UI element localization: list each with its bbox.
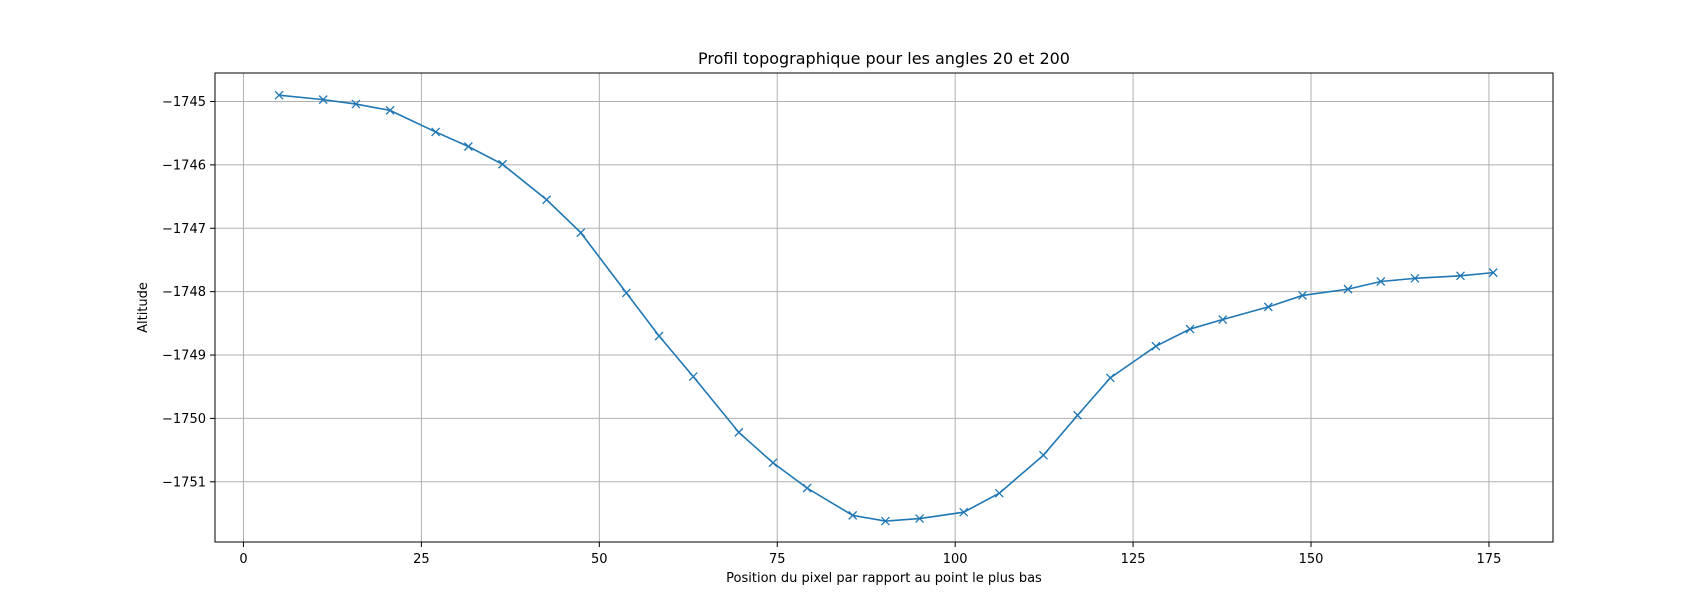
data-point-marker [1456,271,1465,281]
x-tick-label: 75 [769,552,786,567]
chart-title: Profil topographique pour les angles 20 … [698,49,1070,68]
data-point-marker [1263,302,1273,312]
y-tick-label: −1749 [162,349,206,364]
x-tick-label: 150 [1299,552,1324,567]
data-point-marker [768,458,778,468]
data-point-marker [994,488,1004,498]
x-tick-label: 175 [1477,552,1502,567]
data-point-marker [351,99,361,109]
data-point-marker [1105,373,1115,383]
data-point-marker [498,159,507,169]
data-point-marker [1038,450,1048,460]
data-point-marker [688,372,698,382]
x-tick-label: 100 [943,552,968,567]
plot-frame [214,72,1554,543]
data-point-marker [959,507,969,517]
data-point-marker [880,516,890,526]
data-point-marker [1073,410,1083,420]
data-point-marker [848,510,858,520]
x-tick-label: 0 [239,552,247,567]
data-point-marker [654,331,664,341]
y-tick-label: −1745 [162,95,206,110]
y-axis-label: Altitude [136,282,151,333]
data-point-marker [1376,277,1386,286]
grid [215,73,1553,542]
x-tick-label: 125 [1121,552,1146,567]
x-axis-label: Position du pixel par rapport au point l… [726,571,1042,586]
x-tick-label: 50 [591,552,608,567]
y-tick-label: −1747 [162,222,206,237]
data-point-marker [1343,284,1353,294]
y-tick-label: −1751 [162,475,206,490]
data-point-marker [385,105,395,115]
data-point-marker [274,90,284,100]
y-tick-label: −1748 [162,285,206,300]
data-point-marker [802,483,812,493]
data-point-marker [1218,315,1228,325]
data-point-marker [542,195,552,205]
data-point-marker [318,95,328,105]
x-tick-label: 25 [413,552,430,567]
y-tick-label: −1750 [162,412,206,427]
y-tick-label: −1746 [162,158,206,173]
data-point-marker [621,288,631,298]
data-point-marker [1410,273,1420,283]
data-point-marker [734,427,744,437]
series-layer [274,90,1498,526]
data-point-marker [576,228,586,238]
data-point-marker [915,514,925,524]
data-point-marker [1488,268,1498,278]
data-point-marker [463,142,473,151]
data-point-marker [1185,324,1195,334]
axis-ticks: 0 25 50 75 100 125 150 175 −1745 −1746 −1747 −1748 −… [162,95,1501,567]
data-point-marker [1151,341,1161,351]
data-point-marker [431,127,441,137]
data-point-marker [1298,290,1307,300]
